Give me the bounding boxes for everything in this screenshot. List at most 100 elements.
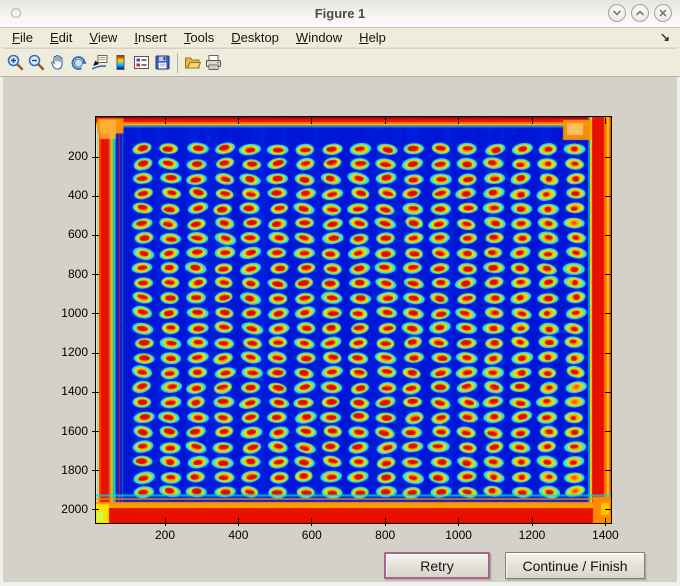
y-tick-mark	[605, 234, 611, 236]
colorbar-icon	[116, 55, 125, 70]
insert-legend-button[interactable]	[131, 51, 152, 74]
x-tick-mark	[384, 518, 386, 526]
menu-item-view[interactable]: View	[89, 30, 118, 45]
rotate-3d-icon	[71, 56, 87, 70]
y-tick-mark	[605, 470, 611, 472]
menu-item-insert[interactable]: Insert	[134, 30, 167, 45]
x-tick-mark	[311, 118, 313, 124]
x-tick-mark	[604, 518, 606, 526]
y-tick-label: 2000	[61, 501, 88, 516]
dock-figure-icon[interactable]: ↘	[659, 30, 670, 44]
y-tick-label: 1600	[61, 423, 88, 438]
colorbar-button[interactable]	[110, 51, 131, 74]
y-tick-mark	[605, 313, 611, 315]
print-button[interactable]	[203, 51, 224, 74]
menu-item-window[interactable]: Window	[295, 30, 343, 45]
x-tick-mark	[164, 118, 166, 124]
chevron-down-icon	[613, 10, 621, 16]
data-cursor-icon	[91, 55, 108, 70]
y-tick-label: 200	[67, 149, 88, 163]
y-tick-label: 400	[67, 188, 88, 203]
zoom-in-button[interactable]	[5, 51, 26, 74]
y-tick-mark	[605, 156, 611, 158]
menu-item-desktop[interactable]: Desktop	[231, 30, 279, 45]
menu-bar: File Edit View Insert Tools Desktop Window Help…	[0, 28, 680, 48]
y-tick-mark	[605, 391, 611, 393]
x-tick-mark	[237, 518, 239, 526]
x-tick-mark	[384, 118, 386, 124]
y-tick-mark	[92, 234, 99, 236]
continue-finish-button[interactable]: Continue / Finish	[505, 552, 645, 579]
open-folder-icon	[185, 57, 202, 69]
window-frame-right	[677, 27, 680, 586]
y-tick-mark	[92, 195, 99, 197]
y-tick-mark	[92, 352, 99, 354]
y-tick-mark	[605, 509, 611, 511]
zoom-out-button[interactable]	[26, 51, 47, 74]
x-tick-mark	[604, 118, 606, 124]
retry-button[interactable]: Retry	[384, 552, 490, 579]
x-tick-mark	[458, 518, 460, 526]
title-bar: Figure 1	[0, 0, 680, 28]
data-cursor-button[interactable]	[89, 51, 110, 74]
microarray-image	[96, 117, 611, 523]
menu-item-edit[interactable]: Edit	[49, 30, 73, 45]
x-tick-mark	[164, 518, 166, 526]
menu-item-help[interactable]: Help	[359, 30, 386, 45]
legend-icon	[134, 56, 149, 69]
maximize-button[interactable]	[631, 4, 649, 22]
x-tick-label: 1400	[592, 528, 619, 542]
x-tick-label: 1200	[518, 528, 546, 542]
y-tick-mark	[92, 431, 99, 433]
pan-button[interactable]	[47, 51, 68, 74]
rotate-3d-button[interactable]	[68, 51, 89, 74]
y-tick-mark	[605, 431, 611, 433]
plot-axes	[95, 116, 612, 524]
y-tick-label: 800	[67, 266, 88, 281]
pan-hand-icon	[51, 54, 63, 70]
x-tick-mark	[237, 118, 239, 124]
y-tick-label: 1200	[61, 345, 88, 360]
y-tick-mark	[92, 470, 99, 472]
x-tick-label: 600	[301, 528, 322, 542]
chevron-up-icon	[636, 10, 644, 16]
x-tick-mark	[531, 518, 533, 526]
y-tick-mark	[92, 391, 99, 393]
zoom-in-icon	[7, 54, 24, 71]
y-tick-mark	[92, 509, 99, 511]
printer-icon	[206, 55, 221, 70]
save-floppy-icon	[155, 55, 170, 70]
window-title: Figure 1	[314, 6, 366, 21]
y-tick-label: 600	[67, 227, 88, 242]
close-icon	[659, 9, 667, 17]
y-tick-mark	[605, 352, 611, 354]
zoom-out-icon	[28, 54, 45, 71]
window-controls	[608, 4, 672, 22]
menu-item-file[interactable]: File	[12, 30, 33, 45]
x-tick-mark	[311, 518, 313, 526]
y-tick-label: 1400	[61, 384, 88, 399]
figure-toolbar	[0, 49, 680, 77]
x-tick-label: 800	[375, 528, 396, 542]
window-menu-icon[interactable]	[11, 8, 21, 18]
y-tick-mark	[605, 195, 611, 197]
close-button[interactable]	[654, 4, 672, 22]
menu-item-tools[interactable]: Tools	[183, 30, 215, 45]
save-button[interactable]	[152, 51, 173, 74]
window-frame-left	[0, 27, 3, 586]
x-tick-label: 400	[228, 528, 249, 542]
x-tick-mark	[458, 118, 460, 124]
y-tick-mark	[92, 274, 99, 276]
y-tick-mark	[605, 274, 611, 276]
x-tick-label: 1000	[445, 528, 472, 542]
y-tick-mark	[92, 313, 99, 315]
toolbar-separator	[177, 52, 178, 73]
window-frame-bottom	[0, 582, 680, 586]
y-tick-label: 1000	[61, 305, 88, 320]
minimize-button[interactable]	[608, 4, 626, 22]
open-file-button[interactable]	[182, 51, 203, 74]
x-tick-mark	[531, 118, 533, 124]
y-tick-mark	[92, 156, 99, 158]
x-tick-label: 200	[154, 528, 176, 542]
